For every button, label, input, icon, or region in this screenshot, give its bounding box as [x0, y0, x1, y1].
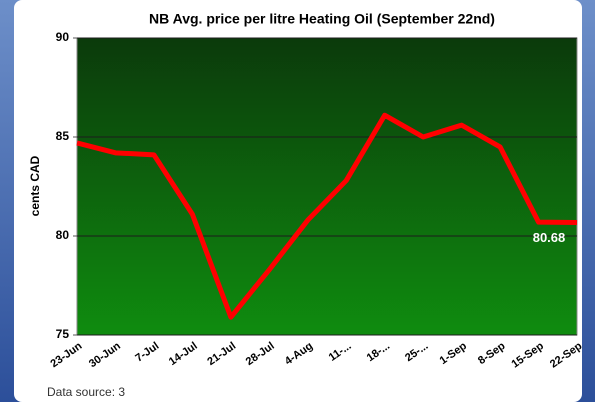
y-tick-label: 90 — [56, 30, 70, 44]
footer: Data source: 3 — [47, 385, 125, 399]
y-tick-label: 85 — [56, 129, 70, 143]
plot-area — [76, 37, 578, 336]
data-label: 80.68 — [533, 230, 566, 245]
y-axis-label: cents CAD — [28, 155, 42, 216]
y-tick-label: 75 — [56, 327, 70, 341]
y-tick-label: 80 — [56, 228, 70, 242]
data-line — [76, 112, 578, 320]
chart-title: NB Avg. price per litre Heating Oil (Sep… — [149, 11, 495, 27]
